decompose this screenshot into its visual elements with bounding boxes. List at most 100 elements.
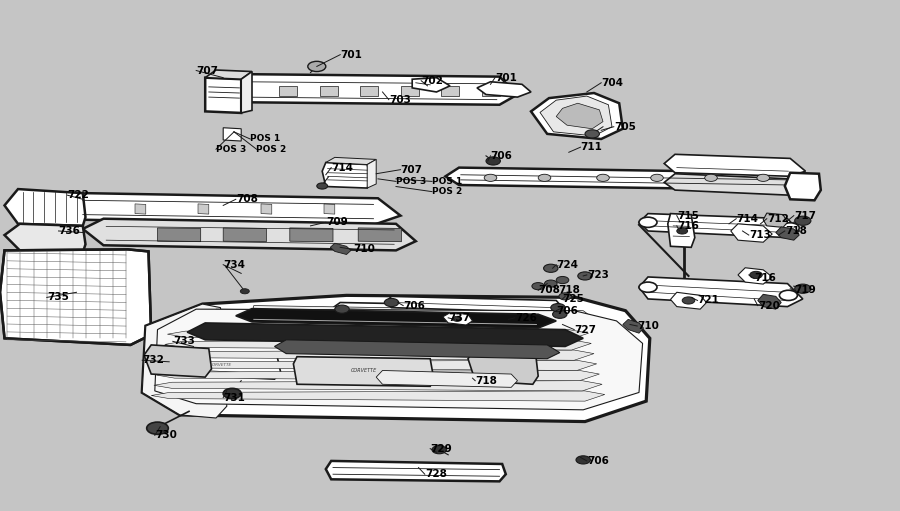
Text: 707: 707	[400, 165, 422, 175]
Polygon shape	[142, 295, 650, 422]
Polygon shape	[623, 319, 644, 333]
Text: 701: 701	[495, 73, 517, 83]
Polygon shape	[198, 204, 209, 214]
Polygon shape	[223, 228, 266, 242]
Circle shape	[781, 223, 799, 233]
Polygon shape	[540, 96, 612, 136]
Polygon shape	[668, 214, 695, 247]
Text: 734: 734	[223, 260, 245, 270]
Circle shape	[576, 456, 590, 464]
Circle shape	[559, 293, 572, 300]
Text: 720: 720	[758, 300, 779, 311]
Polygon shape	[446, 168, 806, 190]
Text: 711: 711	[580, 142, 602, 152]
Text: 730: 730	[155, 430, 176, 440]
Polygon shape	[400, 86, 418, 96]
Text: 728: 728	[425, 469, 446, 479]
Polygon shape	[220, 74, 518, 105]
Polygon shape	[205, 78, 241, 113]
Text: POS 1: POS 1	[432, 177, 463, 186]
Polygon shape	[468, 349, 538, 384]
Circle shape	[639, 217, 657, 227]
Circle shape	[147, 422, 168, 434]
Polygon shape	[358, 228, 401, 242]
Circle shape	[240, 289, 249, 294]
Circle shape	[544, 280, 557, 287]
Text: POS 3: POS 3	[216, 145, 247, 154]
Circle shape	[597, 174, 609, 181]
Circle shape	[795, 284, 811, 293]
Polygon shape	[531, 93, 623, 139]
Circle shape	[677, 228, 688, 234]
Text: 708: 708	[538, 285, 560, 295]
Polygon shape	[151, 391, 605, 401]
Text: 719: 719	[794, 285, 815, 295]
Polygon shape	[412, 78, 450, 92]
Polygon shape	[4, 224, 86, 252]
Polygon shape	[731, 224, 772, 242]
Text: 706: 706	[491, 151, 512, 161]
Text: 721: 721	[698, 295, 719, 306]
Text: 706: 706	[587, 456, 608, 466]
Polygon shape	[187, 323, 583, 346]
Polygon shape	[324, 204, 335, 214]
Polygon shape	[158, 228, 201, 242]
Text: 704: 704	[601, 78, 623, 88]
Polygon shape	[154, 381, 602, 391]
Polygon shape	[83, 219, 416, 250]
Text: 723: 723	[587, 270, 608, 280]
Polygon shape	[333, 303, 562, 318]
Circle shape	[538, 174, 551, 181]
Circle shape	[553, 310, 567, 318]
Polygon shape	[776, 227, 799, 240]
Polygon shape	[290, 228, 333, 242]
Text: 702: 702	[421, 76, 443, 86]
Text: 733: 733	[173, 336, 194, 346]
Polygon shape	[385, 296, 562, 313]
Polygon shape	[670, 292, 706, 309]
Polygon shape	[322, 162, 371, 188]
Polygon shape	[159, 360, 597, 370]
Polygon shape	[58, 193, 400, 225]
Text: 701: 701	[340, 50, 362, 60]
Polygon shape	[330, 243, 351, 254]
Text: 705: 705	[614, 122, 635, 132]
Polygon shape	[216, 309, 626, 341]
Text: 706: 706	[403, 300, 425, 311]
Text: CORVETTE: CORVETTE	[210, 363, 231, 367]
Circle shape	[578, 272, 592, 280]
Polygon shape	[164, 352, 281, 379]
Polygon shape	[144, 345, 212, 377]
Text: 709: 709	[326, 217, 347, 227]
Circle shape	[223, 388, 241, 399]
Polygon shape	[360, 86, 378, 96]
Circle shape	[551, 304, 565, 312]
Text: 713: 713	[749, 230, 770, 240]
Text: 718: 718	[785, 226, 806, 236]
Polygon shape	[664, 174, 806, 195]
Circle shape	[682, 297, 695, 304]
Polygon shape	[763, 213, 788, 227]
Text: 716: 716	[754, 273, 776, 284]
Polygon shape	[279, 86, 297, 96]
Text: 708: 708	[236, 194, 257, 204]
Circle shape	[795, 216, 811, 225]
Polygon shape	[738, 268, 772, 284]
Circle shape	[317, 183, 328, 189]
Circle shape	[544, 264, 558, 272]
Text: 706: 706	[556, 306, 578, 316]
Text: 710: 710	[637, 321, 659, 331]
Polygon shape	[223, 128, 241, 141]
Text: 707: 707	[196, 65, 218, 76]
Text: 731: 731	[223, 392, 245, 403]
Text: 715: 715	[677, 211, 698, 221]
Polygon shape	[441, 86, 459, 96]
Polygon shape	[326, 157, 376, 165]
Text: 717: 717	[794, 211, 815, 221]
Text: POS 2: POS 2	[432, 187, 463, 196]
Text: 732: 732	[142, 355, 164, 365]
Text: 729: 729	[430, 444, 452, 454]
Circle shape	[705, 174, 717, 181]
Polygon shape	[236, 309, 556, 328]
Polygon shape	[639, 277, 803, 307]
